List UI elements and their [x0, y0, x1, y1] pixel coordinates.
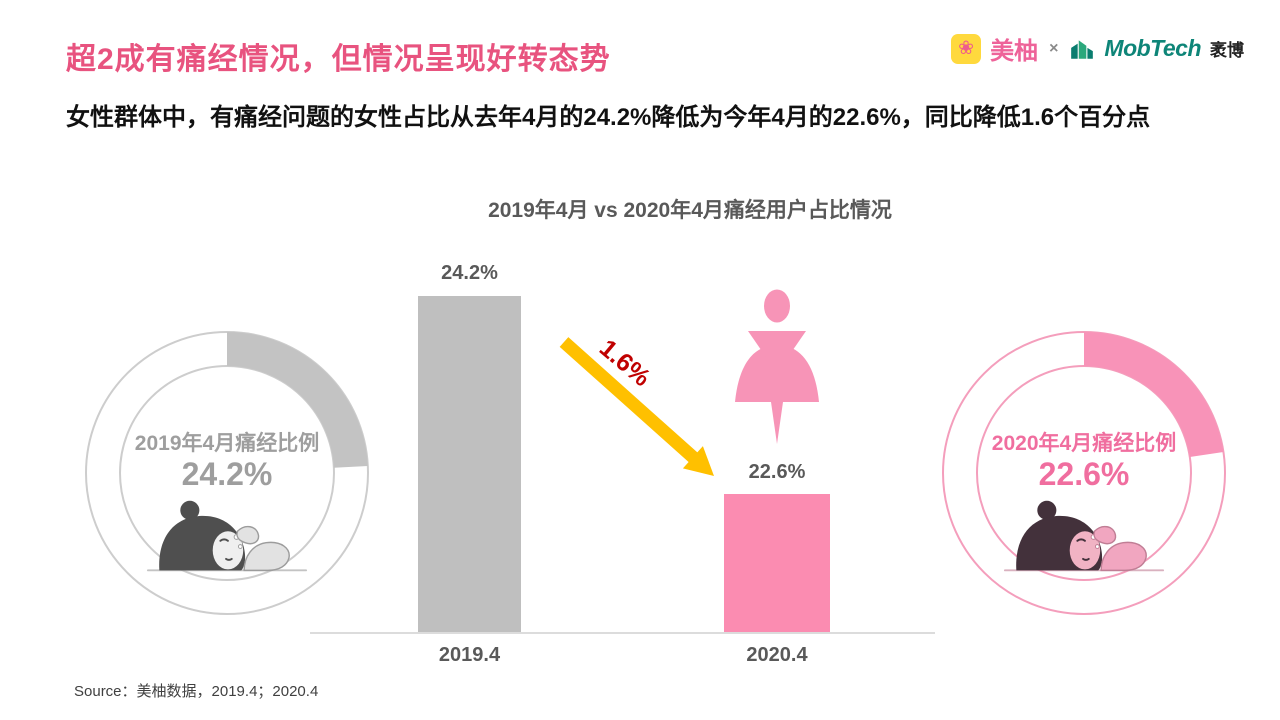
chart-title: 2019年4月 vs 2020年4月痛经用户占比情况 — [488, 199, 892, 222]
female-figure-icon — [735, 289, 819, 444]
crying-girl-illustration-pink — [1003, 500, 1165, 572]
bar-value-2020: 22.6% — [748, 461, 806, 483]
key-finding-text: 女性群体中，有痛经问题的女性占比从去年4月的24.2%降低为今年4月的22.6%… — [66, 104, 1151, 131]
donut-chart-2019: 2019年4月痛经比例 24.2% — [84, 330, 370, 616]
mobtech-icon — [1071, 39, 1094, 59]
donut-ring-2020 — [942, 331, 1226, 615]
logo-separator: × — [1049, 39, 1059, 57]
source-note: Source：美柚数据，2019.4；2020.4 — [74, 683, 319, 700]
donut-label-2019: 2019年4月痛经比例 — [134, 432, 320, 455]
mobtech-cn-text: 袤博 — [1210, 41, 1244, 60]
brand-logos: ❀ 美柚 × MobTech 袤博 — [951, 31, 1244, 66]
meiyou-flower-icon: ❀ — [951, 33, 982, 64]
meiyou-logo-text: 美柚 — [990, 38, 1039, 65]
decline-arrow-icon — [559, 337, 714, 476]
mobtech-logo-text: MobTech — [1104, 35, 1201, 61]
page-title: 超2成有痛经情况，但情况呈现好转态势 — [66, 43, 611, 76]
bar-2019 — [418, 296, 521, 632]
bar-2020 — [724, 494, 830, 632]
x-tick-2020: 2020.4 — [746, 644, 808, 666]
x-axis-line — [310, 632, 935, 634]
donut-label-2020: 2020年4月痛经比例 — [991, 432, 1177, 455]
donut-value-2020: 22.6% — [1038, 456, 1130, 492]
crying-girl-illustration-gray — [146, 500, 308, 572]
x-tick-2019: 2019.4 — [438, 644, 501, 666]
bar-value-2019: 24.2% — [441, 262, 498, 284]
donut-chart-2020: 2020年4月痛经比例 22.6% — [941, 330, 1227, 616]
donut-ring-2019 — [85, 331, 369, 615]
donut-value-2019: 24.2% — [181, 456, 273, 492]
